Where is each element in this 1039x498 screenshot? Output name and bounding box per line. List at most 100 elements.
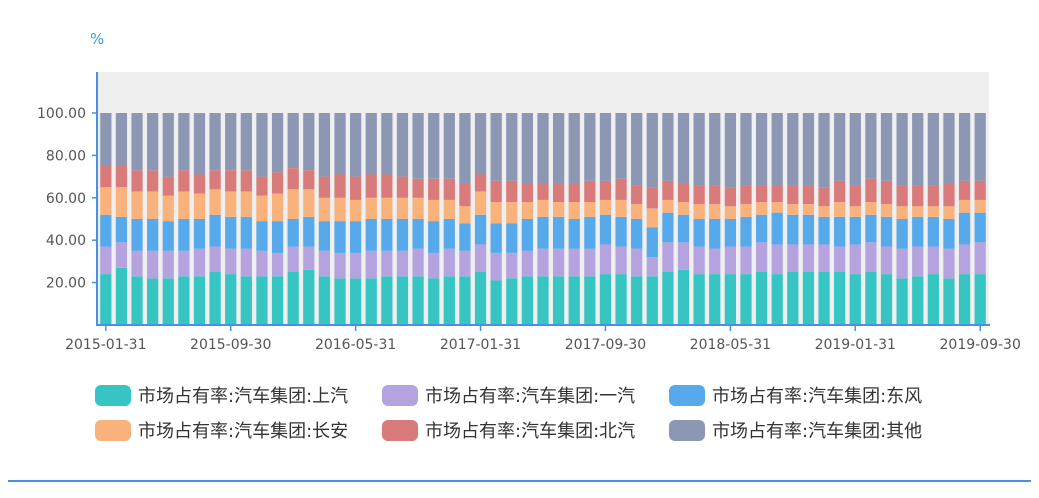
bar-segment[interactable] (599, 214, 612, 245)
bar-segment[interactable] (818, 272, 830, 325)
bar-segment[interactable] (131, 113, 143, 171)
bar-segment[interactable] (240, 248, 252, 277)
bar-segment[interactable] (537, 216, 549, 249)
bar-segment[interactable] (100, 166, 112, 188)
bar-segment[interactable] (318, 276, 331, 325)
bar-segment[interactable] (943, 219, 955, 249)
bar-segment[interactable] (974, 180, 986, 200)
bar-segment[interactable] (709, 248, 721, 275)
bar-segment[interactable] (818, 216, 830, 245)
bar-segment[interactable] (787, 214, 799, 245)
bar-segment[interactable] (334, 174, 346, 198)
bar-segment[interactable] (552, 182, 565, 203)
bar-segment[interactable] (287, 168, 299, 190)
bar-segment[interactable] (100, 246, 112, 275)
bar-segment[interactable] (802, 204, 815, 215)
bar-segment[interactable] (178, 219, 190, 251)
bar-segment[interactable] (912, 246, 924, 277)
bar-segment[interactable] (474, 244, 487, 272)
bar-segment[interactable] (412, 276, 424, 325)
bar-segment[interactable] (287, 272, 299, 325)
bar-segment[interactable] (318, 113, 331, 177)
bar-segment[interactable] (287, 219, 299, 247)
bar-segment[interactable] (677, 242, 690, 270)
bar-segment[interactable] (584, 276, 596, 325)
bar-segment[interactable] (115, 113, 128, 166)
bar-segment[interactable] (740, 113, 752, 186)
bar-segment[interactable] (646, 113, 658, 188)
bar-segment[interactable] (677, 269, 690, 325)
bar-segment[interactable] (225, 113, 237, 171)
bar-segment[interactable] (178, 250, 190, 277)
bar-segment[interactable] (178, 170, 190, 192)
bar-segment[interactable] (193, 276, 206, 325)
bar-segment[interactable] (271, 276, 284, 325)
bar-segment[interactable] (147, 170, 159, 192)
bar-segment[interactable] (834, 246, 846, 272)
bar-segment[interactable] (740, 274, 752, 325)
bar-segment[interactable] (834, 216, 846, 247)
bar-segment[interactable] (552, 216, 565, 249)
bar-segment[interactable] (724, 113, 736, 188)
bar-segment[interactable] (584, 202, 596, 217)
bar-segment[interactable] (271, 221, 284, 253)
bar-segment[interactable] (506, 278, 518, 325)
bar-segment[interactable] (396, 250, 409, 277)
bar-segment[interactable] (115, 267, 128, 325)
bar-segment[interactable] (115, 166, 128, 188)
bar-segment[interactable] (178, 113, 190, 171)
bar-segment[interactable] (662, 199, 674, 213)
bar-segment[interactable] (209, 189, 221, 215)
bar-segment[interactable] (490, 280, 502, 325)
bar-segment[interactable] (709, 274, 721, 325)
bar-segment[interactable] (615, 216, 627, 247)
bar-segment[interactable] (428, 178, 440, 200)
bar-segment[interactable] (537, 199, 549, 217)
bar-segment[interactable] (271, 193, 284, 222)
bar-segment[interactable] (677, 113, 690, 183)
bar-segment[interactable] (334, 221, 346, 253)
bar-segment[interactable] (303, 189, 315, 217)
bar-segment[interactable] (787, 113, 799, 186)
bar-segment[interactable] (912, 276, 924, 325)
bar-segment[interactable] (646, 227, 658, 258)
bar-segment[interactable] (428, 221, 440, 253)
bar-segment[interactable] (693, 204, 705, 219)
bar-segment[interactable] (147, 113, 159, 171)
bar-segment[interactable] (350, 199, 362, 222)
bar-segment[interactable] (303, 216, 315, 247)
bar-segment[interactable] (521, 113, 533, 183)
bar-segment[interactable] (115, 187, 128, 217)
bar-segment[interactable] (396, 276, 409, 325)
bar-segment[interactable] (693, 185, 705, 205)
bar-segment[interactable] (256, 176, 268, 196)
bar-segment[interactable] (162, 113, 174, 177)
bar-segment[interactable] (381, 219, 393, 251)
bar-segment[interactable] (834, 180, 846, 203)
bar-segment[interactable] (771, 274, 783, 325)
bar-segment[interactable] (240, 216, 252, 249)
bar-segment[interactable] (631, 204, 643, 219)
bar-segment[interactable] (584, 248, 596, 277)
bar-segment[interactable] (568, 248, 580, 277)
bar-segment[interactable] (849, 244, 861, 275)
bar-segment[interactable] (490, 180, 502, 203)
bar-segment[interactable] (178, 191, 190, 219)
bar-segment[interactable] (303, 170, 315, 190)
bar-segment[interactable] (943, 206, 955, 219)
bar-segment[interactable] (724, 206, 736, 219)
bar-segment[interactable] (927, 185, 939, 207)
bar-segment[interactable] (334, 252, 346, 279)
bar-segment[interactable] (693, 113, 705, 186)
bar-segment[interactable] (412, 248, 424, 277)
bar-segment[interactable] (662, 212, 674, 243)
bar-segment[interactable] (506, 223, 518, 253)
bar-segment[interactable] (365, 197, 377, 219)
bar-segment[interactable] (396, 197, 409, 219)
bar-segment[interactable] (131, 250, 143, 277)
bar-segment[interactable] (912, 216, 924, 247)
bar-segment[interactable] (396, 176, 409, 198)
bar-segment[interactable] (880, 216, 893, 247)
bar-segment[interactable] (303, 246, 315, 270)
bar-segment[interactable] (100, 113, 112, 166)
